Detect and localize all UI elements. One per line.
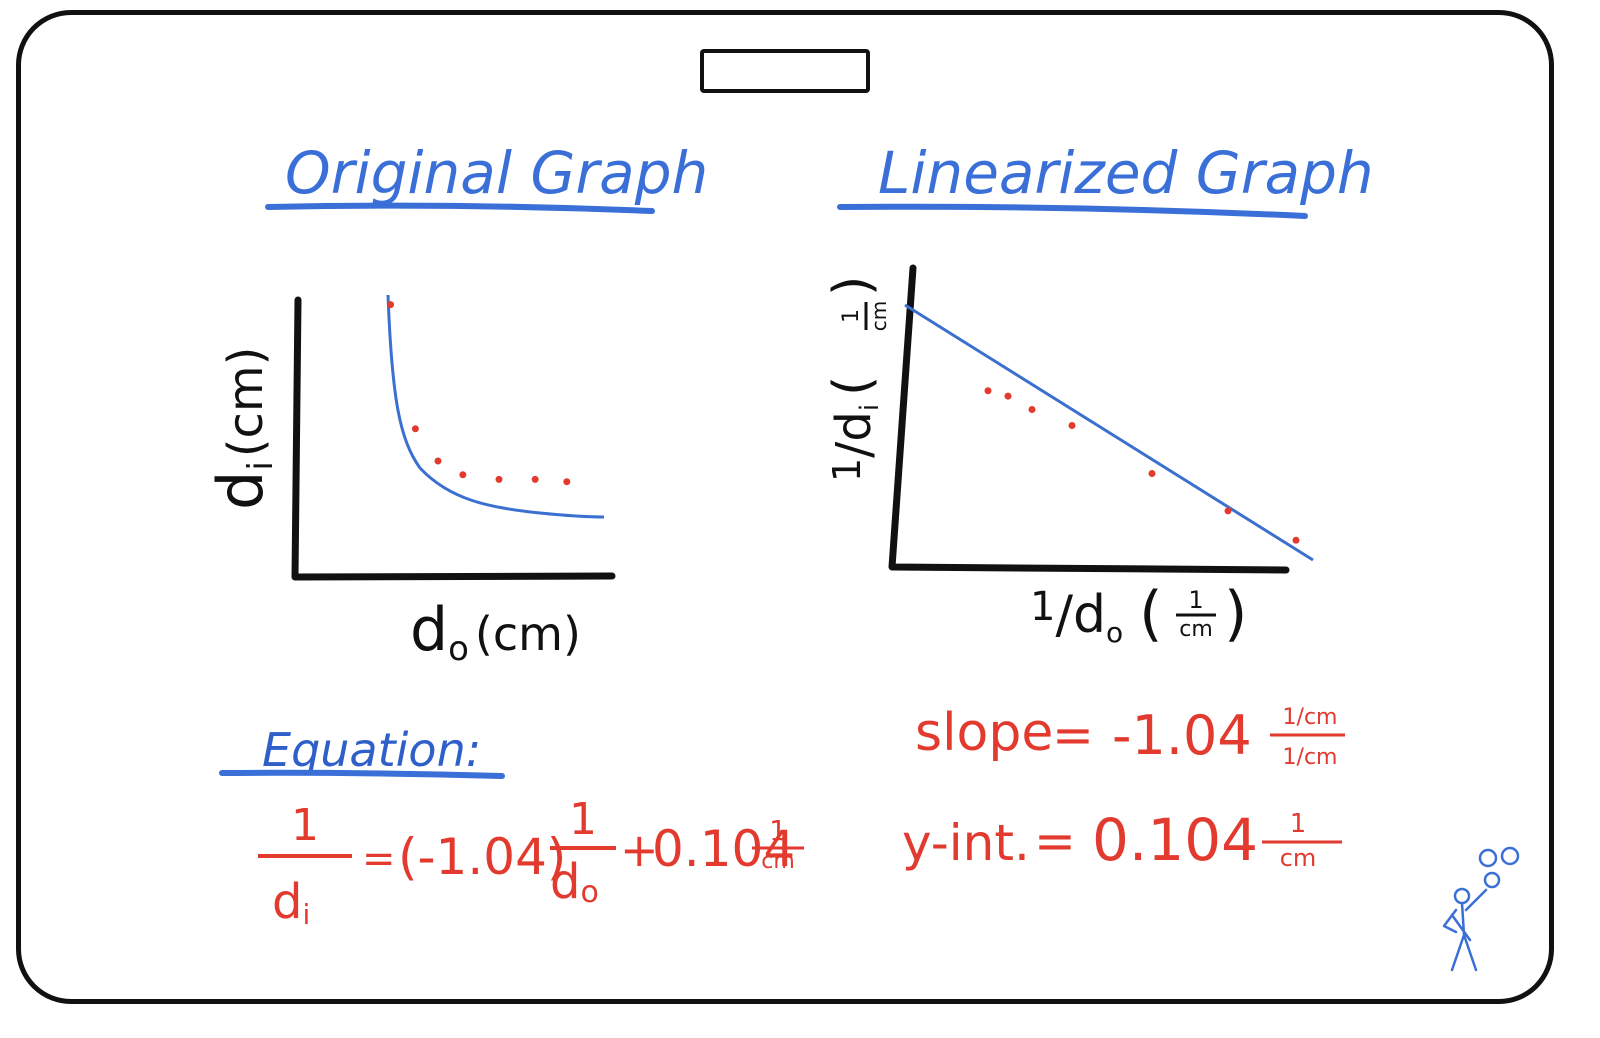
slope-value: -1.04: [1112, 704, 1252, 767]
lin-x-sub: o: [1106, 616, 1123, 649]
results: slope = -1.04 1/cm 1/cm y-int. = 0.104 1…: [902, 703, 1345, 874]
lin-y-frac-den: cm: [867, 301, 891, 331]
eq-mid-num: 1: [569, 794, 597, 845]
yint-unit-num: 1: [1290, 809, 1307, 839]
slope-label: slope: [915, 703, 1053, 763]
original-graph-point-3: [434, 457, 442, 465]
linearized-graph-y-label: 1/di( 1 cm ): [823, 276, 891, 482]
original-graph-point-6: [531, 475, 539, 483]
x-label-sub: o: [448, 629, 469, 669]
eq-unit-num: 1: [769, 814, 787, 847]
juggler-ball-1: [1478, 848, 1498, 868]
slope-unit-num: 1/cm: [1283, 705, 1338, 730]
lin-x-num: 1: [1030, 584, 1055, 630]
eq-lhs-den-var: d: [272, 874, 302, 930]
lin-y-frac-num: 1: [839, 309, 864, 323]
juggler-head: [1453, 887, 1471, 905]
underline-original-graph: [265, 202, 655, 214]
eq-coef: (-1.04): [398, 828, 566, 886]
juggler-ball-3: [1483, 871, 1501, 889]
y-label-unit: (cm): [218, 347, 274, 458]
original-graph-y-label: di (cm): [204, 347, 281, 510]
original-graph: di(cm) do (cm): [204, 294, 616, 669]
juggler-body: [1442, 888, 1488, 972]
linearized-graph-point-4: [1068, 421, 1076, 429]
eq-mid-den-sub: o: [580, 875, 598, 910]
heading-linearized-graph: Linearized Graph: [878, 139, 1374, 207]
original-graph-points: [387, 301, 571, 486]
heading-equation: Equation:: [262, 723, 481, 777]
original-graph-point-4: [459, 471, 467, 479]
original-graph-point-2: [411, 425, 419, 433]
lin-x-var: d: [1073, 585, 1106, 645]
original-graph-x-label: do (cm): [410, 595, 581, 669]
original-graph-curve: [386, 294, 605, 519]
lin-x-frac-den: cm: [1179, 617, 1213, 642]
heading-original-graph: Original Graph: [285, 139, 708, 207]
y-label-var: d: [204, 471, 277, 510]
eq-mid-den-var: d: [550, 854, 580, 910]
lin-y-slash: /: [826, 441, 882, 458]
whiteboard-tab: [700, 49, 870, 93]
eq-equals: =: [362, 836, 396, 882]
eq-lhs-num: 1: [291, 800, 319, 851]
lin-y-var: d: [826, 411, 882, 441]
linearized-graph-axes: [888, 264, 1290, 574]
linearized-graph-point-1: [984, 387, 992, 395]
svg-text:di(cm): di (cm): [204, 347, 281, 510]
lin-y-paren-l: (: [823, 376, 883, 396]
eq-plus: +: [620, 823, 659, 877]
slope-unit-den: 1/cm: [1283, 745, 1338, 770]
linearized-graph-point-7: [1292, 536, 1300, 544]
y-label-sub: i: [241, 461, 281, 470]
original-graph-axes: [291, 296, 616, 581]
eq-unit-den: cm: [761, 849, 795, 874]
linearized-graph-point-5: [1148, 470, 1156, 478]
linearized-graph-points: [984, 387, 1300, 544]
original-graph-point-1: [387, 301, 395, 309]
slope-equals: =: [1052, 706, 1094, 764]
linearized-graph-point-2: [1004, 392, 1012, 400]
original-graph-point-7: [563, 478, 571, 486]
underline-equation: [219, 769, 505, 779]
linearized-graph-point-3: [1028, 405, 1036, 413]
x-label-var: d: [410, 595, 448, 665]
original-graph-point-5: [495, 475, 503, 483]
linearized-graph: 1/di( 1 cm ) 1/do( 1 cm ): [823, 264, 1314, 649]
juggler-ball-2: [1500, 846, 1520, 866]
yint-equals: =: [1034, 812, 1076, 870]
x-label-unit: (cm): [475, 607, 581, 661]
lin-x-slash: /: [1055, 585, 1073, 645]
whiteboard: [16, 10, 1554, 1004]
yint-unit-den: cm: [1280, 844, 1317, 872]
lin-x-paren-l: (: [1139, 579, 1162, 649]
linearized-graph-point-6: [1224, 507, 1232, 515]
eq-lhs-den-sub: i: [302, 898, 310, 931]
lin-y-sub: i: [855, 404, 885, 411]
yint-value: 0.104: [1092, 806, 1258, 874]
lin-x-frac-num: 1: [1188, 586, 1203, 614]
linearized-graph-x-label: 1/do (: [1030, 579, 1163, 649]
lin-x-paren-r: ): [1224, 579, 1247, 649]
underline-linearized-graph: [837, 203, 1308, 219]
linearized-graph-fit-line: [904, 303, 1314, 562]
equation-expression: 1 di = (-1.04) 1 do + 0.104 1 cm: [258, 794, 804, 931]
eq-lhs-den: di: [272, 874, 310, 931]
yint-label: y-int.: [902, 814, 1030, 872]
lin-y-paren-r: ): [823, 276, 883, 296]
lin-y-num: 1: [825, 458, 869, 482]
juggler-logo: [1442, 846, 1520, 972]
eq-mid-den: do: [550, 854, 599, 910]
svg-text:1/di(: 1/di (: [823, 376, 885, 482]
